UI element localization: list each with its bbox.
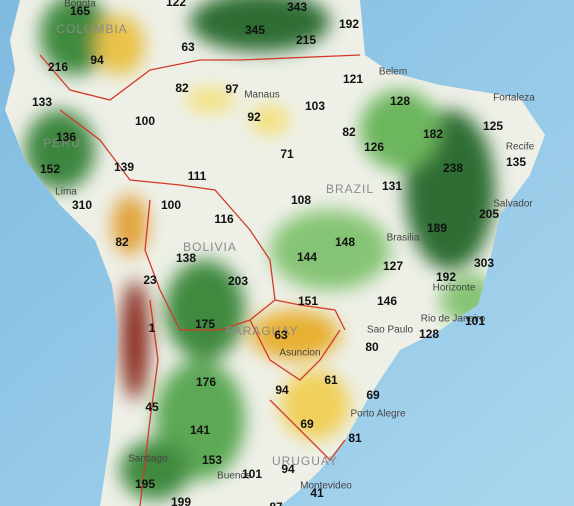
rainfall-label: 148 bbox=[335, 235, 355, 249]
rainfall-label: 215 bbox=[296, 33, 316, 47]
rainfall-label: 121 bbox=[343, 72, 363, 86]
place-label: URUGUAY bbox=[272, 454, 338, 468]
rainfall-label: 69 bbox=[366, 388, 380, 402]
place-label: Asuncion bbox=[279, 348, 320, 359]
rainfall-label: 111 bbox=[188, 169, 207, 183]
rainfall-label: 139 bbox=[114, 160, 134, 174]
place-label: Horizonte bbox=[433, 283, 476, 294]
rainfall-label: 94 bbox=[281, 462, 295, 476]
rainfall-label: 87 bbox=[269, 500, 283, 506]
rainfall-label: 126 bbox=[364, 140, 384, 154]
place-label: Buenos bbox=[217, 471, 251, 482]
place-label: Santiago bbox=[128, 454, 168, 465]
rainfall-label: 182 bbox=[423, 127, 443, 141]
place-label: Salvador bbox=[493, 199, 533, 210]
rainfall-label: 103 bbox=[305, 99, 325, 113]
rainfall-label: 151 bbox=[298, 294, 318, 308]
rainfall-label: 128 bbox=[390, 94, 410, 108]
rainfall-label: 82 bbox=[175, 81, 189, 95]
place-label: Sao Paulo bbox=[367, 325, 414, 336]
rainfall-label: 122 bbox=[166, 0, 186, 9]
rainfall-label: 23 bbox=[143, 273, 157, 287]
rainfall-label: 116 bbox=[214, 212, 234, 226]
rainfall-label: 152 bbox=[40, 162, 60, 176]
rainfall-label: 135 bbox=[506, 155, 526, 169]
place-label: Lima bbox=[55, 187, 77, 198]
rainfall-label: 63 bbox=[274, 328, 288, 342]
rainfall-label: 153 bbox=[202, 453, 222, 467]
rainfall-label: 203 bbox=[228, 274, 248, 288]
rainfall-label: 61 bbox=[324, 373, 338, 387]
rainfall-label: 71 bbox=[280, 147, 294, 161]
rainfall-label: 92 bbox=[247, 110, 261, 124]
place-label: Bogota bbox=[64, 0, 96, 10]
rainfall-label: 82 bbox=[342, 125, 356, 139]
rainfall-label: 63 bbox=[181, 40, 195, 54]
place-label: Fortaleza bbox=[493, 93, 535, 104]
border bbox=[269, 399, 346, 461]
rainfall-label: 128 bbox=[419, 327, 439, 341]
borders bbox=[39, 54, 361, 506]
rainfall-label: 343 bbox=[287, 0, 307, 14]
rainfall-label: 195 bbox=[135, 477, 155, 491]
rainfall-label: 97 bbox=[225, 82, 239, 96]
rainfall-label: 345 bbox=[245, 23, 265, 37]
rainfall-label: 81 bbox=[348, 431, 362, 445]
rainfall-label: 125 bbox=[483, 119, 503, 133]
rainfall-label: 165 bbox=[70, 4, 90, 18]
rainfall-label: 101 bbox=[465, 314, 485, 328]
border bbox=[59, 109, 346, 331]
rainfall-label: 192 bbox=[339, 17, 359, 31]
rainfall-label: 45 bbox=[145, 400, 159, 414]
rainfall-label: 141 bbox=[190, 423, 210, 437]
rainfall-label: 303 bbox=[474, 256, 494, 270]
rainfall-label: 199 bbox=[171, 495, 191, 506]
rainfall-label: 127 bbox=[383, 259, 403, 273]
rainfall-label: 101 bbox=[242, 467, 262, 481]
rainfall-label: 176 bbox=[196, 375, 216, 389]
border bbox=[249, 319, 341, 381]
rainfall-label: 216 bbox=[48, 60, 68, 74]
rainfall-label: 144 bbox=[297, 250, 317, 264]
place-label: COLOMBIA bbox=[56, 22, 127, 36]
precipitation-field bbox=[25, 0, 500, 500]
border bbox=[139, 299, 159, 506]
place-label: PARAGUAY bbox=[226, 324, 299, 338]
place-label: BOLIVIA bbox=[183, 240, 237, 254]
place-label: Brasilia bbox=[387, 233, 420, 244]
rainfall-label: 80 bbox=[365, 340, 379, 354]
rainfall-label: 100 bbox=[135, 114, 155, 128]
rainfall-label: 192 bbox=[436, 270, 456, 284]
rainfall-label: 1 bbox=[149, 321, 156, 335]
rainfall-label: 138 bbox=[176, 251, 196, 265]
rainfall-label: 82 bbox=[115, 235, 129, 249]
rainfall-label: 238 bbox=[443, 161, 463, 175]
rainfall-label: 175 bbox=[195, 317, 215, 331]
rainfall-label: 136 bbox=[56, 130, 76, 144]
rainfall-label: 189 bbox=[427, 221, 447, 235]
rainfall-label: 146 bbox=[377, 294, 397, 308]
place-label: Rio de Janeiro bbox=[421, 314, 486, 325]
place-label: BRAZIL bbox=[326, 182, 374, 196]
rainfall-label: 310 bbox=[72, 198, 92, 212]
rainfall-label: 94 bbox=[275, 383, 289, 397]
rainfall-label: 69 bbox=[300, 417, 314, 431]
place-label: Porto Alegre bbox=[350, 409, 405, 420]
rainfall-label: 205 bbox=[479, 207, 499, 221]
rainfall-label: 108 bbox=[291, 193, 311, 207]
rainfall-label: 100 bbox=[161, 198, 181, 212]
place-label: Montevideo bbox=[300, 481, 352, 492]
rainfall-label: 131 bbox=[382, 179, 402, 193]
place-label: Recife bbox=[506, 142, 535, 153]
rainfall-label: 133 bbox=[32, 95, 52, 109]
rainfall-label: 94 bbox=[90, 53, 104, 67]
place-label: PERU bbox=[43, 136, 80, 150]
place-label: Manaus bbox=[244, 90, 280, 101]
place-label: Belem bbox=[379, 67, 407, 78]
border bbox=[39, 54, 361, 101]
rainfall-label: 41 bbox=[310, 486, 324, 500]
